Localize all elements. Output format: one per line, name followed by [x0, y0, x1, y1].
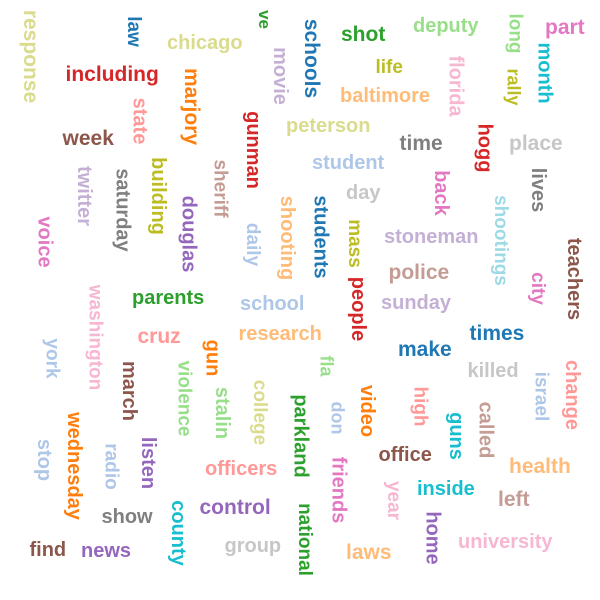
word-change: change: [561, 359, 584, 431]
word-florida: florida: [444, 55, 467, 117]
word-university: university: [458, 531, 553, 553]
word-response: response: [18, 9, 42, 103]
word-week: week: [62, 126, 114, 150]
word-year: year: [382, 480, 404, 520]
word-sunday: sunday: [381, 292, 452, 314]
word-inside: inside: [417, 478, 475, 500]
word-parents: parents: [132, 287, 205, 309]
word-teachers: teachers: [563, 237, 586, 321]
word-mass: mass: [343, 218, 365, 268]
word-douglas: douglas: [176, 195, 199, 273]
word-don: don: [327, 401, 347, 435]
word-ve: ve: [254, 9, 274, 29]
word-time: time: [399, 131, 443, 155]
word-video: video: [356, 384, 379, 438]
word-city: city: [526, 271, 548, 305]
word-news: news: [81, 540, 132, 562]
word-sheriff: sheriff: [209, 158, 231, 218]
word-day: day: [346, 182, 381, 204]
word-officers: officers: [205, 458, 278, 480]
word-laws: laws: [346, 540, 392, 564]
word-high: high: [409, 385, 431, 427]
word-school: school: [240, 293, 305, 315]
word-home: home: [421, 511, 444, 565]
word-lives: lives: [527, 167, 550, 213]
word-state: state: [127, 97, 150, 145]
word-show: show: [101, 506, 153, 528]
word-find: find: [29, 539, 67, 561]
word-police: police: [388, 260, 450, 284]
word-guns: guns: [444, 412, 467, 460]
word-saturday: saturday: [111, 168, 134, 252]
word-baltimore: baltimore: [340, 85, 431, 107]
word-office: office: [378, 444, 432, 466]
word-peterson: peterson: [286, 115, 371, 137]
word-chicago: chicago: [167, 32, 243, 54]
word-make: make: [398, 337, 452, 361]
word-students: students: [309, 195, 332, 279]
word-york: york: [41, 337, 63, 379]
word-stop: stop: [33, 438, 56, 482]
word-control: control: [199, 495, 271, 519]
word-hogg: hogg: [472, 123, 495, 173]
word-people: people: [347, 276, 370, 342]
word-shot: shot: [341, 22, 386, 46]
word-including: including: [65, 62, 159, 86]
word-movie: movie: [268, 47, 291, 105]
word-place: place: [509, 131, 563, 155]
word-month: month: [533, 42, 556, 104]
word-group: group: [224, 535, 282, 557]
word-rally: rally: [503, 68, 524, 106]
word-national: national: [293, 502, 315, 576]
word-back: back: [429, 170, 452, 216]
word-radio: radio: [100, 442, 122, 490]
word-twitter: twitter: [73, 166, 95, 226]
word-cruz: cruz: [137, 324, 181, 348]
word-killed: killed: [467, 360, 519, 382]
word-gun: gun: [200, 339, 223, 377]
word-israel: israel: [530, 371, 552, 421]
word-schools: schools: [299, 18, 323, 98]
word-march: march: [118, 360, 141, 422]
word-left: left: [498, 487, 530, 511]
word-wednesday: wednesday: [62, 412, 85, 520]
word-violence: violence: [173, 359, 195, 437]
word-fla: fla: [316, 355, 337, 377]
word-daily: daily: [241, 222, 263, 266]
word-student: student: [312, 152, 385, 174]
word-shooting: shooting: [276, 195, 299, 281]
word-friends: friends: [326, 456, 349, 524]
word-life: life: [375, 56, 403, 78]
word-building: building: [146, 157, 169, 235]
word-gunman: gunman: [241, 111, 264, 189]
word-times: times: [469, 321, 525, 345]
word-law: law: [122, 15, 144, 47]
word-shootings: shootings: [489, 194, 511, 286]
word-stalin: stalin: [211, 386, 234, 440]
word-listen: listen: [137, 436, 160, 490]
word-parkland: parkland: [289, 394, 312, 478]
word-washington: washington: [84, 284, 106, 390]
word-stoneman: stoneman: [384, 226, 479, 248]
word-marjory: marjory: [179, 67, 203, 145]
word-college: college: [248, 379, 270, 445]
word-called: called: [473, 401, 496, 459]
word-part: part: [545, 15, 585, 39]
word-voice: voice: [33, 216, 56, 268]
word-health: health: [509, 454, 571, 478]
word-long: long: [504, 12, 526, 54]
word-research: research: [238, 323, 322, 345]
word-county: county: [166, 500, 189, 566]
word-deputy: deputy: [413, 15, 479, 37]
